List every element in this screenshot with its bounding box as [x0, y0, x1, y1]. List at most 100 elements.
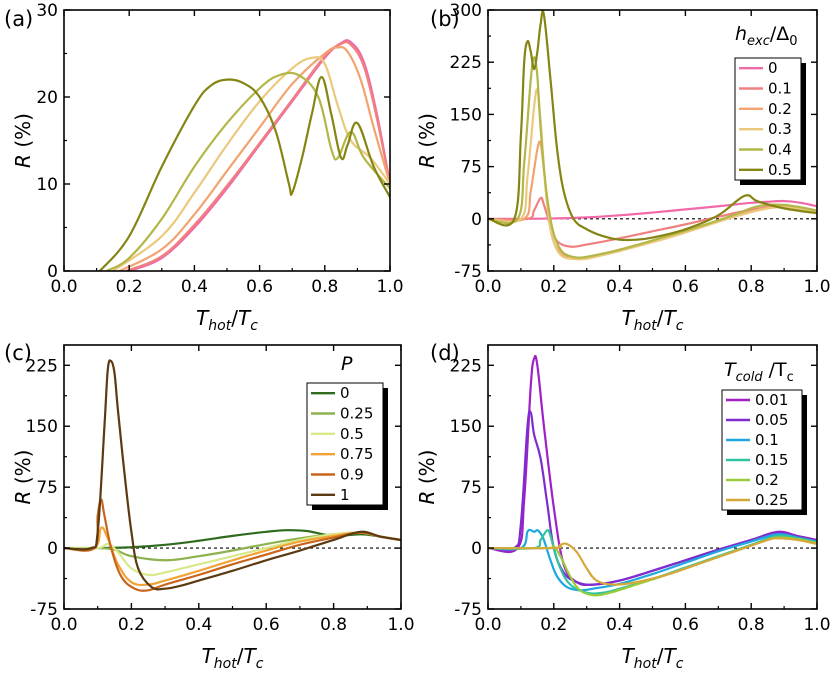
- legend-entry-label: 0: [340, 384, 350, 402]
- x-axis-title: Thot/Tc: [622, 644, 684, 672]
- x-tick-label: 0.8: [738, 615, 765, 635]
- series-line-0.5: [488, 10, 817, 242]
- y-axis-title: R (%): [11, 450, 35, 505]
- y-tick-label: 300: [450, 1, 482, 21]
- legend-entry-label: 0.9: [340, 466, 364, 484]
- x-tick-label: 0.6: [672, 277, 699, 297]
- legend-entry-label: 0: [768, 59, 778, 77]
- legend-entry-label: 0.25: [340, 405, 373, 423]
- y-tick-label: 225: [450, 356, 482, 376]
- legend-entry-label: 0.01: [755, 391, 788, 409]
- x-tick-label: 0.0: [474, 615, 501, 635]
- y-axis-title: R (%): [415, 113, 439, 168]
- y-tick-label: 20: [36, 88, 58, 108]
- x-tick-label: 0.0: [474, 277, 501, 297]
- x-tick-label: 0.4: [185, 615, 212, 635]
- y-tick-label: 0: [471, 210, 482, 230]
- legend-box: [734, 57, 802, 181]
- legend-box: [306, 382, 384, 506]
- legend: hexc/Δ0 0 0.1 0.2 0.3 0.4 0.5: [734, 23, 806, 185]
- y-axis-title: R (%): [415, 450, 439, 505]
- panel-label: (c): [4, 341, 32, 365]
- series-line-0.1: [124, 40, 390, 271]
- plot-frame: [63, 9, 391, 272]
- series-line-1: [64, 359, 401, 591]
- series-line-0: [488, 199, 817, 220]
- series-group: [488, 354, 817, 597]
- x-tick-label: 1.0: [803, 615, 830, 635]
- y-tick-label: 75: [36, 478, 58, 498]
- y-tick-label: 0: [47, 262, 58, 282]
- series-line-0.9: [64, 498, 401, 592]
- legend-entry-label: 0.5: [340, 425, 364, 443]
- series-line-0: [128, 39, 390, 271]
- x-tick-label: 0.4: [606, 277, 633, 297]
- panel-d: 0.0 0.2 0.4 0.6 0.8 1.0 -75 0 75 150 225 Thot/Tc R (…: [415, 341, 830, 672]
- x-tick-label: 0.0: [50, 615, 77, 635]
- series-group: [488, 10, 817, 261]
- legend-title: P: [341, 353, 353, 375]
- y-tick-label: 10: [36, 175, 58, 195]
- panel-label: (b): [430, 7, 460, 31]
- x-tick-label: 1.0: [387, 615, 414, 635]
- x-tick-label: 0.8: [738, 277, 765, 297]
- x-tick-label: 0.2: [540, 615, 567, 635]
- legend-entry-label: 0.05: [755, 411, 788, 429]
- series-line-0.3: [488, 88, 817, 261]
- x-tick-label: 0.6: [246, 277, 273, 297]
- series-line-0.5: [98, 75, 390, 271]
- legend-entry-label: 0.3: [768, 120, 792, 138]
- y-tick-label: 150: [450, 105, 482, 125]
- legend-entry-label: 0.1: [755, 431, 779, 449]
- x-tick-label: 0.2: [540, 277, 567, 297]
- legend-box: [721, 389, 803, 511]
- y-tick-label: -75: [30, 600, 58, 620]
- legend: Tcold /Tc 0.01 0.05 0.1 0.15 0.2 0.25: [721, 359, 807, 515]
- legend-entry-label: 1: [340, 486, 350, 504]
- x-tick-label: 0.8: [320, 615, 347, 635]
- legend-title: hexc/Δ0: [735, 23, 798, 49]
- series-line-0.25: [488, 537, 817, 586]
- series-group: [64, 359, 401, 592]
- y-tick-label: 0: [471, 539, 482, 559]
- y-axis-title: R (%): [11, 113, 35, 168]
- x-tick-label: 0.8: [311, 277, 338, 297]
- panel-c: 0.0 0.2 0.4 0.6 0.8 1.0 -75 0 75 150 225 Thot/Tc R (…: [4, 341, 415, 672]
- panel-label: (a): [4, 7, 33, 31]
- x-tick-label: 0.2: [118, 615, 145, 635]
- x-axis-title: Thot/Tc: [196, 306, 258, 334]
- legend-entry-label: 0.5: [768, 161, 792, 179]
- panel-label: (d): [430, 341, 460, 365]
- series-line-0.3: [111, 56, 390, 271]
- x-tick-label: 1.0: [803, 277, 830, 297]
- legend-entry-label: 0.15: [755, 451, 788, 469]
- series-line-0.05: [488, 409, 817, 586]
- y-tick-label: 150: [450, 417, 482, 437]
- y-tick-label: 75: [460, 158, 482, 178]
- series-line-0: [64, 529, 401, 550]
- x-tick-label: 1.0: [376, 277, 403, 297]
- x-tick-label: 0.6: [672, 615, 699, 635]
- y-tick-label: 225: [450, 53, 482, 73]
- panel-b: 0.0 0.2 0.4 0.6 0.8 1.0 -75 0 75 150 225 300 Thot/Tc…: [415, 1, 830, 334]
- series-group: [98, 39, 390, 271]
- series-line-0.4: [488, 56, 817, 259]
- legend-entry-label: 0.4: [768, 141, 792, 159]
- legend-entry-label: 0.25: [755, 491, 788, 509]
- legend: P 0 0.25 0.5 0.75 0.9 1: [306, 353, 388, 510]
- x-tick-label: 0.4: [181, 277, 208, 297]
- series-line-0.1: [488, 528, 817, 592]
- x-tick-label: 0.0: [50, 277, 77, 297]
- panel-a: 0.0 0.2 0.4 0.6 0.8 1.0 0 10 20 30 Thot/Tc R (%) (a): [4, 1, 404, 334]
- y-tick-label: -75: [454, 262, 482, 282]
- y-tick-label: 225: [26, 356, 58, 376]
- y-tick-label: -75: [454, 600, 482, 620]
- legend-entry-label: 0.2: [768, 100, 792, 118]
- x-tick-label: 0.2: [116, 277, 143, 297]
- legend-entry-label: 0.75: [340, 445, 373, 463]
- series-line-0.4: [105, 71, 390, 271]
- x-tick-label: 0.6: [253, 615, 280, 635]
- x-tick-label: 0.4: [606, 615, 633, 635]
- legend-title: Tcold /Tc: [724, 359, 794, 385]
